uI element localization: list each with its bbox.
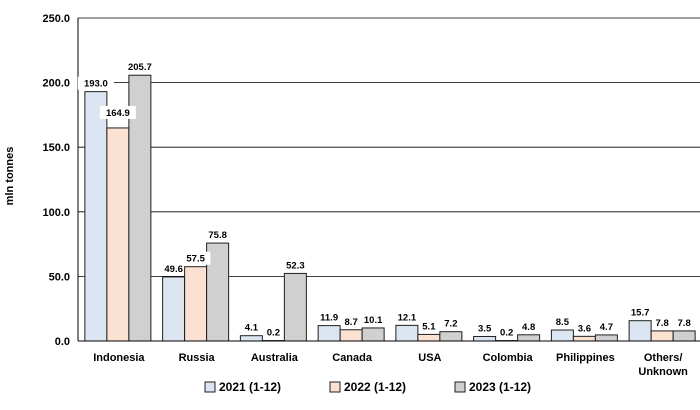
x-tick-label: Others/	[644, 352, 683, 364]
legend-swatch	[205, 382, 215, 392]
x-tick-label: Australia	[251, 352, 299, 364]
data-label: 52.3	[286, 260, 305, 271]
data-label: 10.1	[364, 315, 383, 326]
x-tick-label: Unknown	[638, 366, 688, 378]
bar	[185, 267, 207, 341]
bar	[629, 321, 651, 341]
bar	[518, 335, 540, 341]
y-tick-label: 150.0	[42, 142, 70, 154]
data-label: 49.6	[164, 264, 183, 275]
data-label: 205.7	[128, 62, 152, 73]
bar	[318, 326, 340, 341]
data-label: 0.2	[267, 328, 280, 339]
data-label: 8.5	[556, 317, 570, 328]
data-label: 7.2	[444, 319, 457, 330]
y-tick-label: 50.0	[49, 271, 70, 283]
data-label: 0.2	[500, 328, 513, 339]
bar	[418, 334, 440, 341]
data-label: 193.0	[84, 79, 108, 90]
legend-label: 2021 (1-12)	[219, 380, 281, 394]
bar	[284, 273, 306, 341]
bar	[551, 330, 573, 341]
data-label: 12.1	[398, 312, 417, 323]
data-label: 3.6	[578, 323, 591, 334]
x-tick-label: USA	[418, 352, 441, 364]
x-tick-label: Russia	[179, 352, 216, 364]
bar	[340, 330, 362, 341]
data-label: 7.8	[678, 318, 691, 329]
bar	[85, 92, 107, 341]
data-label: 4.1	[245, 323, 259, 334]
y-axis-label: mln tonnes	[4, 147, 16, 206]
data-label: 75.8	[208, 230, 227, 241]
bar	[651, 331, 673, 341]
x-tick-label: Philippines	[556, 352, 615, 364]
data-label: 164.9	[106, 108, 130, 119]
bar	[573, 336, 595, 341]
data-label: 57.5	[186, 254, 205, 265]
legend-swatch	[330, 382, 340, 392]
data-label: 15.7	[631, 308, 650, 319]
bars	[85, 75, 695, 341]
legend: 2021 (1-12) 2022 (1-12) 2023 (1-12)	[205, 380, 531, 394]
bar	[362, 328, 384, 341]
data-label: 5.1	[422, 321, 436, 332]
x-tick-label: Indonesia	[93, 352, 145, 364]
legend-swatch	[455, 382, 465, 392]
bar	[595, 335, 617, 341]
bar	[474, 336, 496, 341]
legend-label: 2022 (1-12)	[344, 380, 406, 394]
data-label: 7.8	[656, 318, 669, 329]
y-tick-label: 200.0	[42, 78, 70, 90]
bar	[107, 128, 129, 341]
gridlines	[78, 18, 700, 276]
data-label: 8.7	[345, 317, 358, 328]
y-tick-label: 250.0	[42, 13, 70, 25]
bar	[163, 277, 185, 341]
data-label: 4.8	[522, 322, 535, 333]
data-label: 11.9	[320, 313, 338, 324]
bar	[396, 325, 418, 341]
x-tick-label: Canada	[332, 352, 373, 364]
y-tick-label: 0.0	[55, 336, 70, 348]
x-tick-label: Colombia	[483, 352, 534, 364]
bar	[673, 331, 695, 341]
bar	[440, 332, 462, 341]
legend-label: 2023 (1-12)	[469, 380, 531, 394]
data-label: 3.5	[478, 323, 492, 334]
bar	[240, 336, 262, 341]
y-tick-label: 100.0	[42, 207, 70, 219]
data-label: 4.7	[600, 322, 613, 333]
